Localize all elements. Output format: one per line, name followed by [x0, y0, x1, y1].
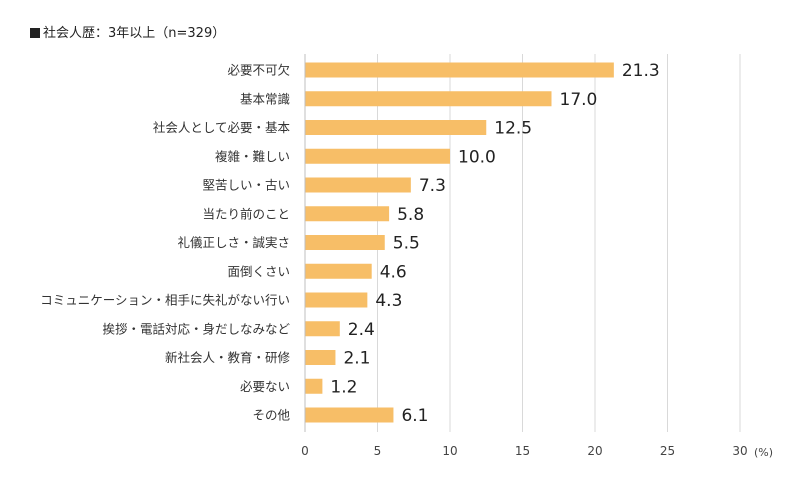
- category-label-2: 基本常識: [240, 91, 290, 106]
- category-label-13: その他: [252, 408, 290, 423]
- x-tick-label-25: 25: [660, 444, 675, 458]
- x-tick-label-15: 15: [515, 444, 530, 458]
- value-label-4: 10.0: [458, 147, 496, 167]
- category-label-7: 礼儀正しさ・誠実さ: [177, 235, 290, 250]
- value-label-7: 5.5: [393, 234, 420, 254]
- axis-layer: 0 5 10 15 20 25 30 (%): [301, 54, 773, 459]
- value-label-12: 1.2: [330, 377, 357, 397]
- bar-10: [305, 321, 340, 337]
- bar-5: [305, 177, 411, 193]
- bar-4: [305, 148, 450, 164]
- chart-title-text: 社会人歴：3年以上（n=329）: [43, 26, 226, 41]
- bar-11: [305, 350, 336, 365]
- x-tick-label-5: 5: [374, 444, 382, 458]
- label-layer: 必要不可欠 21.3 基本常識 17.0 社会人として必要・基本 12.5 複雑・難しい 10…: [40, 61, 659, 426]
- grid-layer: [377, 54, 741, 432]
- value-label-2: 17.0: [560, 90, 598, 110]
- value-label-9: 4.3: [375, 291, 402, 311]
- bar-7: [305, 235, 385, 250]
- value-label-5: 7.3: [419, 176, 446, 196]
- bar-6: [305, 206, 390, 222]
- value-label-3: 12.5: [494, 119, 532, 139]
- category-label-3: 社会人として必要・基本: [153, 120, 291, 135]
- value-label-6: 5.8: [397, 205, 424, 225]
- category-label-12: 必要ない: [240, 379, 290, 394]
- x-tick-label-30: 30: [732, 444, 747, 458]
- category-label-4: 複雑・難しい: [215, 149, 290, 164]
- bar-8: [305, 263, 372, 279]
- x-axis-unit-label: (%): [754, 446, 773, 459]
- bar-2: [305, 91, 552, 107]
- x-tick-label-20: 20: [587, 444, 602, 458]
- category-label-1: 必要不可欠: [227, 63, 290, 78]
- bar-13: [305, 407, 394, 423]
- value-label-8: 4.6: [380, 262, 407, 282]
- category-label-11: 新社会人・教育・研修: [165, 350, 291, 365]
- category-label-5: 堅苦しい・古い: [202, 178, 290, 193]
- bar-1: [305, 62, 614, 78]
- x-tick-label-0: 0: [301, 444, 309, 458]
- bar-9: [305, 292, 368, 308]
- title-square-icon: [30, 28, 40, 38]
- bar-layer: [305, 62, 614, 423]
- value-label-13: 6.1: [401, 406, 428, 426]
- category-label-9: コミュニケーション・相手に失礼がない行い: [40, 293, 290, 308]
- value-label-1: 21.3: [622, 61, 660, 81]
- category-label-8: 面倒くさい: [227, 264, 290, 279]
- bar-12: [305, 378, 323, 394]
- x-tick-label-10: 10: [442, 444, 457, 458]
- value-label-10: 2.4: [348, 320, 375, 340]
- value-label-11: 2.1: [343, 349, 370, 369]
- bar-3: [305, 120, 487, 135]
- category-label-6: 当たり前のこと: [202, 206, 290, 221]
- chart-title: 社会人歴：3年以上（n=329）: [30, 22, 225, 41]
- category-label-10: 挨拶・電話対応・身だしなみなど: [102, 321, 290, 336]
